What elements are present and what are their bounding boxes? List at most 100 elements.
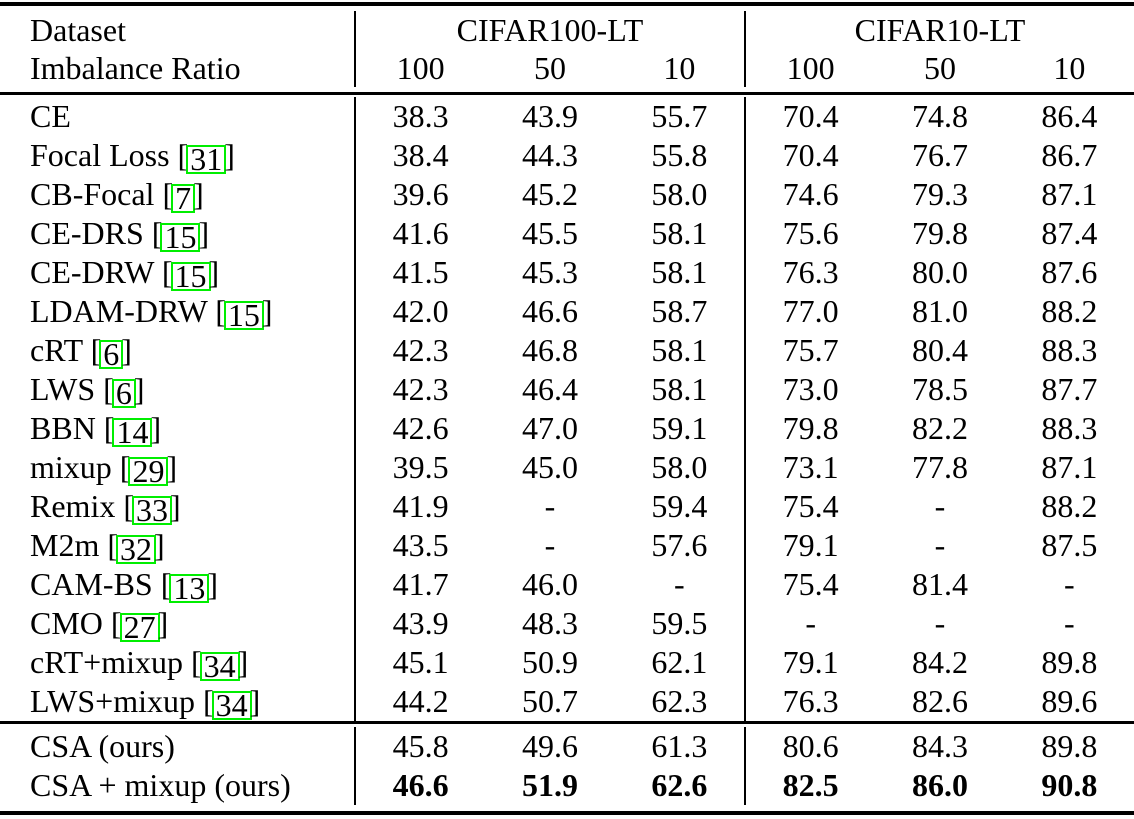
value-cell: 77.0 [782,293,839,329]
citation-link[interactable]: 27 [119,611,160,643]
method-cell: cRT [6] [0,331,354,370]
citation-close-bracket: ] [154,527,165,563]
citation-open-bracket: [ [95,410,115,446]
citation-open-bracket: [ [143,215,163,251]
value-cell: 62.1 [651,644,708,680]
cifar100lt-values: 41.6 45.5 58.1 [354,214,744,253]
citation-link[interactable]: 33 [131,494,172,526]
citation-open-bracket: [ [183,644,202,680]
value-cell: 58.1 [651,371,708,407]
value-cell: 82.6 [911,683,968,719]
cifar10lt-values: 79.1 84.2 89.8 [744,643,1134,682]
cifar10lt-values: 79.1 - 87.5 [744,526,1134,565]
citation-close-bracket: ] [169,488,181,524]
value-cell: 46.6 [392,766,449,803]
method-citation: [31] [169,137,235,175]
method-name: CB-Focal [30,176,155,212]
value-cell: 88.3 [1041,410,1098,446]
value-cell: 46.6 [521,293,578,329]
value-cell: 87.4 [1041,215,1098,251]
citation-open-bracket: [ [154,176,174,212]
value-cell: 42.3 [392,332,449,368]
value-cell: 86.4 [1041,98,1098,134]
value-cell: 86.0 [911,766,968,803]
value-cell: 42.6 [392,410,449,446]
value-cell: 70.4 [782,137,839,173]
value-cell: - [1063,605,1075,641]
table-header: Dataset Imbalance Ratio CIFAR100-LT 100 … [0,6,1134,92]
value-cell: 42.3 [392,371,449,407]
citation-open-bracket: [ [152,566,172,602]
value-cell: 73.0 [782,371,839,407]
cifar100lt-subcol-100: 100 [396,50,445,86]
citation-link[interactable]: 15 [170,260,211,292]
cifar10lt-values: 82.5 86.0 90.8 [744,765,1134,805]
citation-open-bracket: [ [169,137,189,173]
value-cell: 87.5 [1041,527,1098,563]
cifar10lt-values: 70.4 74.8 86.4 [744,97,1134,136]
method-name: BBN [30,410,96,446]
value-cell: - [805,605,816,641]
method-cell: CB-Focal [7] [0,175,354,214]
value-cell: 59.5 [651,605,708,641]
citation-close-bracket: ] [198,215,210,251]
value-cell: 51.9 [521,766,578,803]
citation-link[interactable]: 14 [112,416,153,448]
ours-separator-rule [0,721,1134,724]
method-cell: CE-DRS [15] [0,214,354,253]
citation-link[interactable]: 15 [223,299,264,331]
cifar10lt-values: 74.6 79.3 87.1 [744,175,1134,214]
value-cell: 43.5 [392,527,449,563]
method-cell: LWS [6] [0,370,354,409]
method-cell: LWS+mixup [34] [0,682,354,721]
cifar100lt-values: 42.3 46.4 58.1 [354,370,744,409]
cifar10lt-values: 75.4 - 88.2 [744,487,1134,526]
citation-close-bracket: ] [237,644,249,680]
cifar100lt-values: 46.6 51.9 62.6 [354,765,744,805]
top-rule [0,2,1134,6]
table-row: CE 38.3 43.9 55.7 70.4 74.8 86.4 [0,97,1134,136]
citation-link[interactable]: 13 [169,572,210,604]
citation-link[interactable]: 6 [111,377,136,409]
value-cell: 48.3 [521,605,578,641]
value-cell: 82.5 [782,766,839,803]
value-cell: 38.4 [392,137,449,173]
value-cell: 61.3 [651,727,708,764]
table-row: Focal Loss [31] 38.4 44.3 55.8 70.4 76.7… [0,136,1134,175]
method-cell: cRT+mixup [34] [0,643,354,682]
citation-link[interactable]: 31 [186,143,227,175]
method-cell: CAM-BS [13] [0,565,354,604]
citation-link[interactable]: 7 [171,182,196,214]
citation-link[interactable]: 29 [128,455,169,487]
value-cell: 41.9 [392,488,449,524]
value-cell: 49.6 [521,727,578,764]
citation-link[interactable]: 34 [199,650,240,682]
citation-close-bracket: ] [207,566,219,602]
table-row: BBN [14] 42.6 47.0 59.1 79.8 82.2 88.3 [0,409,1134,448]
cifar100lt-values: 38.4 44.3 55.8 [354,136,744,175]
cifar100lt-values: 43.5 - 57.6 [354,526,744,565]
citation-link[interactable]: 15 [160,221,201,253]
citation-link[interactable]: 6 [99,338,124,370]
citation-link[interactable]: 32 [116,533,156,565]
method-cell: Focal Loss [31] [0,136,354,175]
value-cell: - [934,488,946,524]
value-cell: 50.9 [521,644,578,680]
value-cell: 89.8 [1041,644,1098,680]
cifar10lt-values: 79.8 82.2 88.3 [744,409,1134,448]
value-cell: 45.3 [521,254,578,290]
method-citation: [6] [83,332,132,370]
value-cell: 77.8 [911,449,968,485]
cifar100lt-values: 45.8 49.6 61.3 [354,726,744,766]
cifar10lt-values: 75.6 79.8 87.4 [744,214,1134,253]
value-cell: 79.8 [782,410,839,446]
value-cell: 41.5 [392,254,449,290]
citation-link[interactable]: 34 [211,689,252,721]
value-cell: 76.7 [911,137,968,173]
value-cell: 74.6 [782,176,839,212]
citation-close-bracket: ] [249,683,261,719]
cifar10lt-values: 75.4 81.4 - [744,565,1134,604]
value-cell: 58.1 [651,215,708,251]
method-name: CE-DRW [30,254,154,290]
method-cell: CSA + mixup (ours) [0,766,354,805]
